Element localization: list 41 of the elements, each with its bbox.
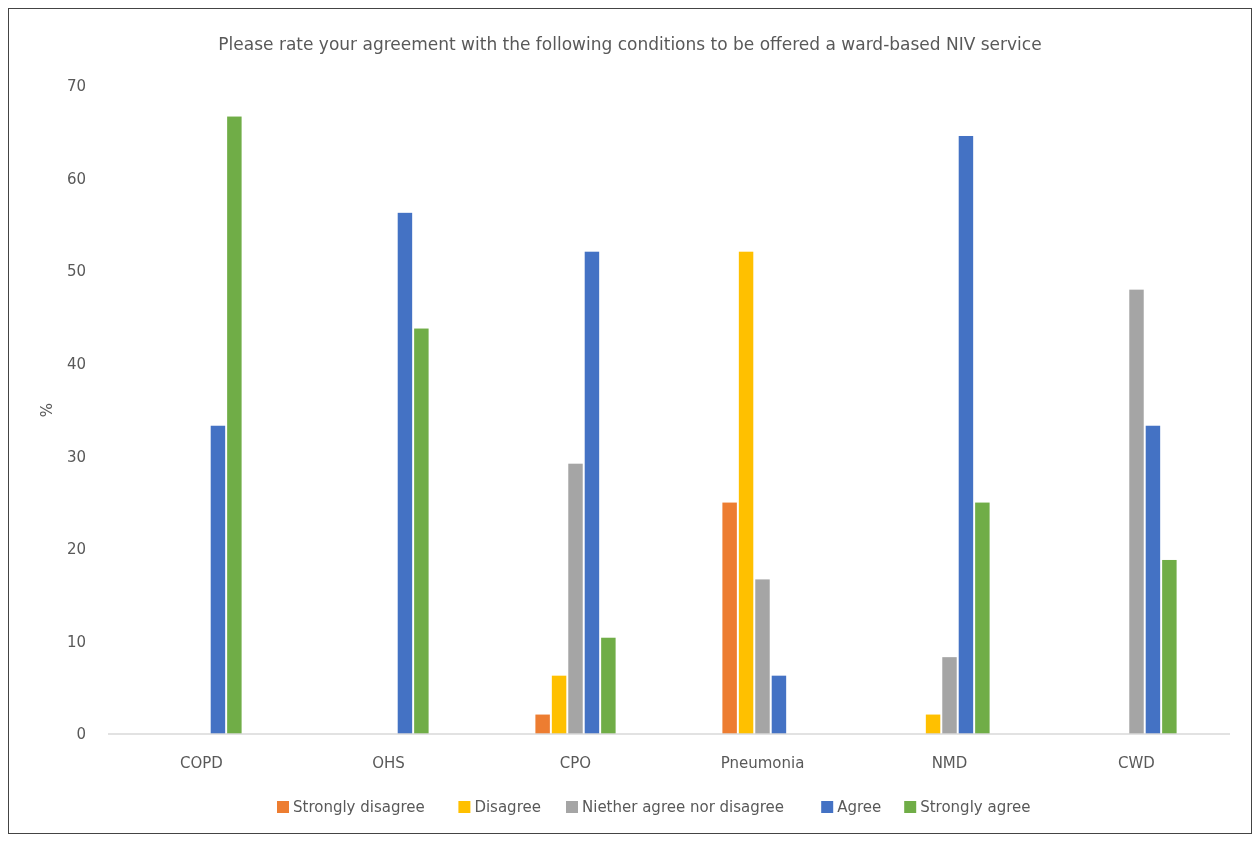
x-tick-label: CWD: [1118, 754, 1155, 772]
legend-label: Disagree: [474, 798, 541, 816]
bar: [755, 579, 770, 734]
bar: [551, 675, 567, 734]
y-tick-label: 50: [66, 262, 86, 281]
bar: [771, 675, 787, 734]
y-tick-label: 30: [66, 447, 86, 466]
bar: [1129, 289, 1144, 734]
y-tick-label: 70: [66, 77, 86, 96]
bar: [568, 463, 583, 734]
bar: [738, 251, 754, 734]
y-tick-label: 60: [66, 169, 86, 188]
bar: [958, 135, 974, 734]
y-tick-label: 0: [76, 725, 86, 744]
bar: [925, 714, 941, 734]
chart-title: Please rate your agreement with the following conditions to be offered a ward-based NIV service: [218, 34, 1042, 54]
legend-label: Strongly disagree: [293, 798, 425, 816]
bar: [227, 116, 242, 734]
bar: [722, 502, 737, 734]
x-tick-label: COPD: [180, 754, 223, 772]
y-tick-label: 40: [66, 354, 86, 373]
bar: [210, 425, 226, 734]
bar: [584, 251, 600, 734]
bar: [975, 502, 990, 734]
bar: [1145, 425, 1161, 734]
bar: [414, 328, 429, 734]
bar: [1162, 559, 1177, 734]
bar: [601, 637, 616, 734]
x-tick-label: CPO: [559, 754, 592, 772]
x-tick-label: NMD: [931, 754, 968, 772]
y-tick-label: 20: [66, 540, 86, 559]
bar: [535, 714, 550, 734]
legend-label: Agree: [837, 798, 882, 816]
x-tick-label: Pneumonia: [720, 754, 805, 772]
bar: [942, 657, 957, 734]
legend-label: Niether agree nor disagree: [582, 798, 785, 816]
legend-label: Strongly agree: [920, 798, 1031, 816]
y-axis-title: %: [38, 402, 56, 418]
x-tick-label: OHS: [372, 754, 405, 772]
bar: [397, 212, 413, 734]
y-tick-label: 10: [66, 632, 86, 651]
